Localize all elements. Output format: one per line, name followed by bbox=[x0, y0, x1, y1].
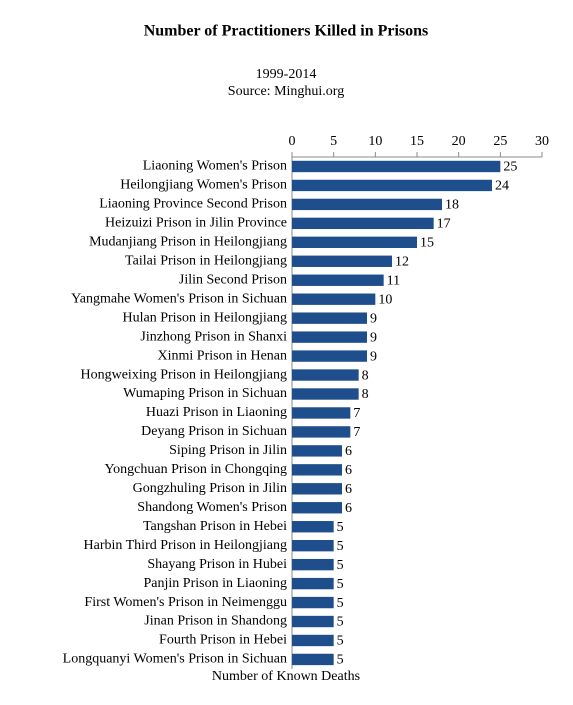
bar bbox=[292, 521, 334, 533]
y-tick-label: Liaoning Women's Prison bbox=[143, 159, 287, 174]
subtitle: Source: Minghui.org bbox=[228, 84, 344, 99]
data-label: 5 bbox=[337, 634, 344, 649]
bar bbox=[292, 558, 334, 571]
data-label: 7 bbox=[353, 425, 360, 440]
bar bbox=[292, 160, 501, 173]
y-tick-label: Harbin Third Prison in Heilongjiang bbox=[84, 538, 288, 553]
x-tick-label: 30 bbox=[535, 134, 549, 149]
y-tick-label: Siping Prison in Jilin bbox=[169, 443, 287, 458]
bar bbox=[292, 539, 334, 552]
chart-title: Number of Practitioners Killed in Prison… bbox=[144, 23, 429, 40]
bar bbox=[292, 274, 384, 286]
data-label: 12 bbox=[395, 254, 409, 269]
x-tick-label: 0 bbox=[289, 134, 296, 149]
data-label: 9 bbox=[370, 349, 377, 364]
y-tick-label: Fourth Prison in Hebei bbox=[159, 633, 287, 648]
bar bbox=[292, 445, 342, 457]
data-label: 11 bbox=[387, 273, 400, 288]
bar bbox=[292, 388, 359, 400]
y-tick-label: Jilin Second Prison bbox=[179, 272, 287, 287]
data-label: 5 bbox=[337, 558, 344, 573]
bar bbox=[292, 236, 417, 249]
bar bbox=[292, 293, 376, 305]
bar bbox=[292, 255, 392, 267]
bar bbox=[292, 426, 351, 438]
x-tick-label: 10 bbox=[368, 134, 382, 149]
bar bbox=[292, 464, 342, 476]
bar bbox=[292, 331, 367, 343]
y-tick-label: Xinmi Prison in Henan bbox=[158, 348, 288, 363]
y-tick-label: Wumaping Prison in Sichuan bbox=[123, 386, 287, 401]
bar bbox=[292, 179, 492, 192]
bar bbox=[292, 577, 334, 590]
y-tick-label: Heilongjiang Women's Prison bbox=[120, 178, 287, 193]
y-tick-label: Shayang Prison in Hubei bbox=[147, 557, 287, 572]
data-label: 5 bbox=[337, 577, 344, 592]
data-label: 10 bbox=[378, 292, 392, 307]
y-tick-label: Hulan Prison in Heilongjiang bbox=[123, 310, 288, 325]
data-label: 24 bbox=[495, 179, 509, 194]
x-tick-label: 5 bbox=[330, 134, 337, 149]
y-tick-label: Panjin Prison in Liaoning bbox=[144, 576, 288, 591]
data-label: 17 bbox=[437, 217, 451, 232]
bar bbox=[292, 634, 334, 647]
x-tick-label: 20 bbox=[452, 134, 466, 149]
y-tick-label: Jinzhong Prison in Shanxi bbox=[140, 329, 287, 344]
data-label: 6 bbox=[345, 501, 352, 516]
bar bbox=[292, 217, 434, 230]
y-tick-label: Yangmahe Women's Prison in Sichuan bbox=[71, 291, 287, 306]
bar bbox=[292, 596, 334, 609]
x-axis-label: Number of Known Deaths bbox=[212, 669, 360, 684]
bar bbox=[292, 653, 334, 666]
data-label: 7 bbox=[353, 406, 360, 421]
bar bbox=[292, 407, 351, 419]
y-tick-label: Hongweixing Prison in Heilongjiang bbox=[81, 367, 288, 382]
bar bbox=[292, 502, 342, 514]
bar bbox=[292, 312, 367, 324]
y-tick-label: First Women's Prison in Neimenggu bbox=[84, 595, 287, 610]
y-tick-label: Tangshan Prison in Hebei bbox=[143, 519, 287, 534]
data-label: 5 bbox=[337, 539, 344, 554]
bar bbox=[292, 615, 334, 628]
y-tick-label: Longquanyi Women's Prison in Sichuan bbox=[63, 652, 287, 667]
y-tick-label: Heizuizi Prison in Jilin Province bbox=[105, 216, 287, 231]
x-tick-label: 25 bbox=[493, 134, 507, 149]
y-tick-label: Gongzhuling Prison in Jilin bbox=[133, 481, 287, 496]
data-label: 6 bbox=[345, 482, 352, 497]
y-tick-label: Liaoning Province Second Prison bbox=[99, 197, 287, 212]
bar bbox=[292, 350, 367, 362]
y-tick-label: Huazi Prison in Liaoning bbox=[146, 405, 287, 420]
bar bbox=[292, 369, 359, 381]
data-label: 5 bbox=[337, 596, 344, 611]
data-label: 15 bbox=[420, 236, 434, 251]
data-label: 6 bbox=[345, 444, 352, 459]
subtitle: 1999-2014 bbox=[256, 67, 317, 82]
y-tick-label: Tailai Prison in Heilongjiang bbox=[125, 253, 287, 268]
y-tick-label: Mudanjiang Prison in Heilongjiang bbox=[89, 235, 287, 250]
data-label: 25 bbox=[503, 160, 517, 175]
bar bbox=[292, 198, 442, 211]
y-tick-label: Deyang Prison in Sichuan bbox=[141, 424, 287, 439]
data-label: 9 bbox=[370, 311, 377, 326]
data-label: 8 bbox=[362, 368, 369, 383]
y-tick-label: Jinan Prison in Shandong bbox=[144, 614, 287, 629]
data-label: 5 bbox=[337, 615, 344, 630]
data-label: 6 bbox=[345, 463, 352, 478]
data-label: 5 bbox=[337, 653, 344, 668]
y-tick-label: Shandong Women's Prison bbox=[137, 500, 287, 515]
bar bbox=[292, 483, 342, 495]
data-label: 5 bbox=[337, 520, 344, 535]
data-label: 18 bbox=[445, 198, 459, 213]
data-label: 8 bbox=[362, 387, 369, 402]
y-tick-label: Yongchuan Prison in Chongqing bbox=[104, 462, 287, 477]
data-label: 9 bbox=[370, 330, 377, 345]
x-tick-label: 15 bbox=[410, 134, 424, 149]
